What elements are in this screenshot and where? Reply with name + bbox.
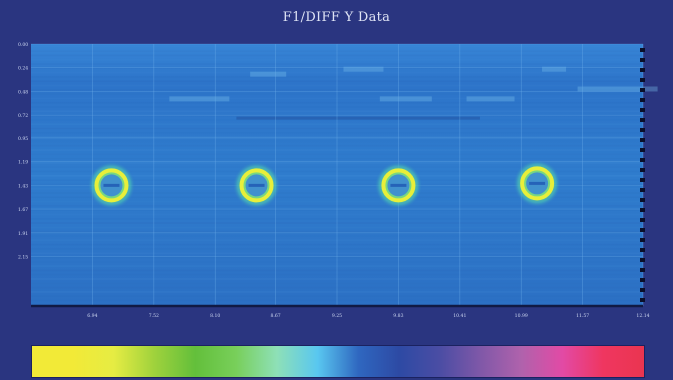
edge-marker xyxy=(640,88,645,92)
chart-title: F1/DIFF Y Data xyxy=(282,10,391,25)
heatmap-features xyxy=(87,159,562,210)
y-tick-label: 1.91 xyxy=(18,231,28,237)
x-tick-label: 11.57 xyxy=(576,313,589,319)
y-tick-label: 0.95 xyxy=(18,136,28,142)
x-tick-labels: 6.94 7.52 8.10 8.67 9.25 9.83 10.41 10.99 11.57 1… xyxy=(87,313,649,319)
edge-marker xyxy=(640,228,645,232)
edge-marker xyxy=(640,148,645,152)
edge-marker xyxy=(640,168,645,172)
ring-outline xyxy=(520,166,555,201)
streak-blotch xyxy=(577,86,658,92)
edge-marker xyxy=(640,298,645,302)
edge-marker xyxy=(640,218,645,222)
ring-center-bar xyxy=(529,181,546,185)
streak-blotch xyxy=(542,66,567,72)
edge-marker xyxy=(640,178,645,182)
y-tick-label: 2.15 xyxy=(18,255,28,261)
edge-marker xyxy=(640,68,645,72)
ring-feature xyxy=(87,161,136,210)
ring-center-bar xyxy=(390,183,407,187)
ring-feature xyxy=(374,161,423,210)
edge-marker xyxy=(640,98,645,102)
edge-marker xyxy=(640,128,645,132)
y-tick-labels: 0.00 0.24 0.48 0.72 0.95 1.19 1.43 1.67 1.91 2.15 xyxy=(18,42,28,261)
ring-outline xyxy=(239,168,274,203)
grid-lines xyxy=(31,43,644,306)
ring-outline xyxy=(381,168,416,203)
ring-feature xyxy=(232,161,281,210)
ring-feature xyxy=(513,159,562,208)
streak-band xyxy=(236,116,480,120)
y-tick-label: 1.19 xyxy=(18,160,28,166)
y-tick-label: 0.00 xyxy=(18,42,28,48)
edge-marker xyxy=(640,248,645,252)
y-tick-label: 1.67 xyxy=(18,207,28,213)
edge-marker xyxy=(640,118,645,122)
edge-marker xyxy=(640,108,645,112)
x-tick-label: 8.67 xyxy=(270,313,280,319)
edge-marker xyxy=(640,58,645,62)
edge-marker xyxy=(640,198,645,202)
edge-marker xyxy=(640,78,645,82)
edge-marker xyxy=(640,288,645,292)
edge-marker xyxy=(640,138,645,142)
ring-center-bar xyxy=(103,183,120,187)
x-tick-label: 8.10 xyxy=(210,313,220,319)
edge-marker xyxy=(640,48,645,52)
edge-marker xyxy=(640,158,645,162)
edge-marker xyxy=(640,208,645,212)
streak-blotch xyxy=(379,96,432,102)
y-tick-label: 0.72 xyxy=(18,113,28,119)
streak-blotch xyxy=(169,96,230,102)
edge-marker xyxy=(640,278,645,282)
edge-marker xyxy=(640,238,645,242)
colorbar xyxy=(31,345,645,378)
x-tick-label: 10.99 xyxy=(515,313,528,319)
ring-center-bar xyxy=(248,183,265,187)
x-tick-label: 9.25 xyxy=(332,313,342,319)
x-tick-label: 7.52 xyxy=(149,313,159,319)
x-tick-label: 9.83 xyxy=(393,313,403,319)
y-tick-label: 0.48 xyxy=(18,89,28,95)
x-tick-label: 12.14 xyxy=(636,313,649,319)
edge-marker xyxy=(640,268,645,272)
x-tick-label: 10.41 xyxy=(453,313,466,319)
y-tick-label: 0.24 xyxy=(18,66,28,72)
right-edge-markers xyxy=(640,48,645,302)
edge-marker xyxy=(640,258,645,262)
y-tick-label: 1.43 xyxy=(18,183,28,189)
streak-blotch xyxy=(343,66,384,72)
x-tick-label: 6.94 xyxy=(87,313,97,319)
edge-marker xyxy=(640,188,645,192)
ring-outline xyxy=(94,168,129,203)
streak-blotch xyxy=(250,71,287,77)
streak-blotch xyxy=(466,96,515,102)
